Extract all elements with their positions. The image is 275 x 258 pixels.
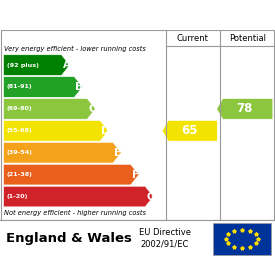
Text: (69-80): (69-80) [7, 106, 32, 111]
Text: (21-38): (21-38) [7, 172, 33, 177]
FancyBboxPatch shape [213, 223, 271, 255]
Text: England & Wales: England & Wales [6, 232, 131, 245]
Polygon shape [4, 186, 153, 207]
Text: F: F [132, 170, 139, 180]
Polygon shape [4, 164, 139, 185]
Text: Current: Current [177, 34, 209, 43]
Text: (55-68): (55-68) [7, 128, 32, 133]
Text: (92 plus): (92 plus) [7, 63, 39, 68]
Text: Potential: Potential [229, 34, 266, 43]
Polygon shape [217, 99, 273, 119]
Polygon shape [4, 142, 121, 163]
Text: 78: 78 [236, 102, 253, 115]
Text: (1-20): (1-20) [7, 194, 28, 199]
Text: Not energy efficient - higher running costs: Not energy efficient - higher running co… [4, 209, 146, 216]
Text: Energy Efficiency Rating: Energy Efficiency Rating [3, 8, 205, 23]
Text: (39-54): (39-54) [7, 150, 33, 155]
Text: D: D [101, 126, 110, 136]
Text: C: C [88, 104, 96, 114]
Polygon shape [4, 55, 70, 75]
Text: EU Directive
2002/91/EC: EU Directive 2002/91/EC [139, 228, 191, 248]
Text: E: E [114, 148, 121, 158]
Text: G: G [146, 191, 155, 201]
Polygon shape [4, 77, 82, 97]
Polygon shape [4, 99, 95, 119]
Text: 65: 65 [182, 124, 198, 137]
Text: (81-91): (81-91) [7, 84, 32, 90]
Polygon shape [162, 120, 217, 141]
Text: Very energy efficient - lower running costs: Very energy efficient - lower running co… [4, 46, 146, 52]
Text: B: B [75, 82, 83, 92]
Text: A: A [63, 60, 71, 70]
Polygon shape [4, 120, 108, 141]
